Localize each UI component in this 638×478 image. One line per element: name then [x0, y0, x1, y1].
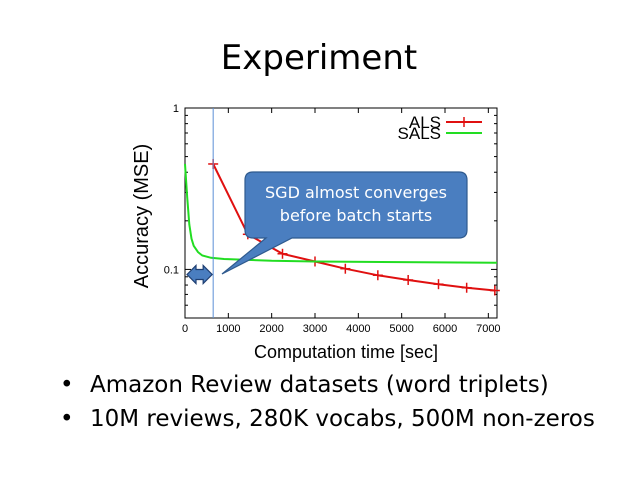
- bullet-text: 10M reviews, 280K vocabs, 500M non-zeros: [90, 406, 595, 432]
- x-tick-label: 2000: [259, 323, 283, 335]
- x-tick-label: 4000: [346, 323, 370, 335]
- legend-label: SALS: [398, 124, 441, 143]
- callout-text: before batch starts: [280, 206, 432, 225]
- x-axis-label: Computation time [sec]: [254, 342, 438, 362]
- bullet-item: • 10M reviews, 280K vocabs, 500M non-zer…: [60, 402, 595, 436]
- x-tick-label: 3000: [303, 323, 327, 335]
- data-point-als: [489, 285, 500, 296]
- bullet-symbol: •: [60, 372, 74, 398]
- double-arrow: [186, 264, 214, 285]
- x-tick-label: 0: [182, 323, 188, 335]
- bullet-symbol: •: [60, 406, 74, 432]
- data-point-als: [461, 282, 472, 293]
- series-line-sals: [184, 163, 498, 264]
- y-tick-label: 0.1: [164, 264, 179, 276]
- y-axis-label: Accuracy (MSE): [131, 144, 153, 288]
- data-point-als: [340, 263, 351, 274]
- callout-box: [221, 171, 468, 275]
- data-point-als: [433, 279, 444, 290]
- data-point-als: [277, 248, 288, 259]
- bullet-list: • Amazon Review datasets (word triplets)…: [60, 368, 595, 436]
- x-tick-label: 5000: [389, 323, 413, 335]
- x-tick-label: 1000: [216, 323, 240, 335]
- x-tick-label: 6000: [433, 323, 457, 335]
- data-point-als: [403, 274, 414, 285]
- plot-frame: [184, 107, 498, 319]
- y-tick-label: 1: [173, 103, 179, 115]
- bullet-item: • Amazon Review datasets (word triplets): [60, 368, 595, 402]
- x-tick-label: 7000: [476, 323, 500, 335]
- slide-title: Experiment: [220, 38, 418, 78]
- data-point-als: [372, 270, 383, 281]
- bullet-text: Amazon Review datasets (word triplets): [90, 372, 549, 398]
- legend-label: ALS: [409, 113, 441, 132]
- callout-text: SGD almost converges: [265, 183, 447, 202]
